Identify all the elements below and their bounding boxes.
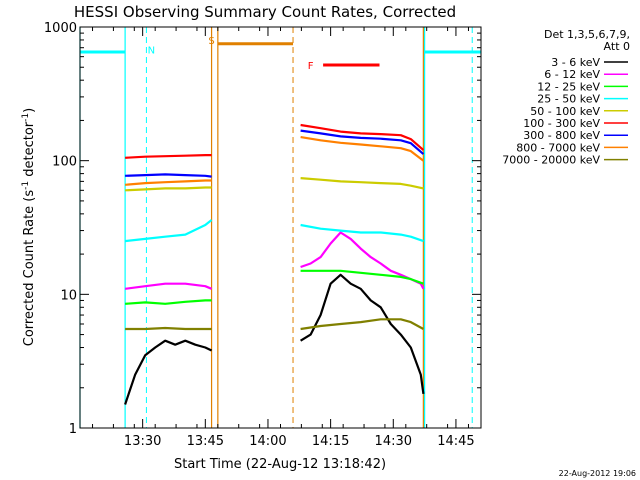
y-axis-label-end: ) <box>22 108 37 113</box>
plot-area: N S F <box>79 27 481 428</box>
y-tick-label: 100 <box>52 155 77 170</box>
y-tick-label: 1000 <box>44 21 77 36</box>
series-line-0-segment-0 <box>124 339 213 405</box>
series-line-0-segment-1 <box>300 273 425 395</box>
series-line-3-segment-1 <box>300 223 424 243</box>
series-line-5-segment-1 <box>300 123 425 151</box>
flag-label-f: F <box>308 61 314 72</box>
y-axis-label-main: Corrected Count Rate (s <box>22 190 37 347</box>
x-axis-label: Start Time (22-Aug-12 13:18:42) <box>174 457 386 472</box>
y-axis: 1 10 100 1000 <box>44 21 481 437</box>
series-line-2-segment-0 <box>125 299 212 305</box>
chart-title: HESSI Observing Summary Count Rates, Cor… <box>74 3 456 21</box>
series-line-6-segment-0 <box>125 173 212 178</box>
x-axis: 13:30 13:45 14:00 14:15 14:30 14:45 <box>92 27 475 449</box>
x-tick-label: 14:45 <box>437 434 474 449</box>
x-tick-label: 13:30 <box>124 434 161 449</box>
x-tick-label: 13:45 <box>187 434 224 449</box>
legend-label: 25 - 50 keV <box>537 93 600 106</box>
flag-label-s: S <box>208 36 214 47</box>
series-line-8-segment-1 <box>300 318 424 331</box>
x-tick-label: 14:00 <box>249 434 286 449</box>
legend-label: 300 - 800 keV <box>523 129 600 142</box>
legend-label: 3 - 6 keV <box>551 56 600 69</box>
series-line-3-segment-0 <box>124 219 213 243</box>
flag-label-n: N <box>148 45 155 56</box>
legend-label: 100 - 300 keV <box>523 117 600 130</box>
series-line-1-segment-0 <box>124 282 213 290</box>
series-line-2-segment-1 <box>300 269 424 285</box>
legend-label: 7000 - 20000 keV <box>502 154 600 167</box>
timestamp: 22-Aug-2012 19:06 <box>559 469 636 478</box>
series-line-1-segment-1 <box>300 231 425 290</box>
legend-label: 800 - 7000 keV <box>516 141 600 154</box>
y-axis-label-sup2: -1 <box>21 113 31 122</box>
series-line-5-segment-0 <box>125 154 212 159</box>
y-axis-label-mid: detector <box>22 121 37 181</box>
series-line-4-segment-1 <box>300 177 424 190</box>
legend-header-line: Det 1,3,5,6,7,9, <box>544 28 630 41</box>
legend-label: 12 - 25 keV <box>537 80 600 93</box>
series-line-6-segment-1 <box>300 129 425 155</box>
plot-frame <box>79 26 482 429</box>
series-line-7-segment-1 <box>300 136 425 162</box>
legend-label: 6 - 12 keV <box>544 68 600 81</box>
y-axis-label: Corrected Count Rate (s-1 detector-1) <box>21 108 37 346</box>
series-line-8-segment-0 <box>125 326 212 331</box>
series-line-7-segment-0 <box>125 179 212 186</box>
legend-label: 50 - 100 keV <box>530 105 600 118</box>
x-tick-label: 14:15 <box>312 434 349 449</box>
y-tick-label: 10 <box>60 288 77 303</box>
y-tick-label: 1 <box>69 422 77 437</box>
y-axis-label-sup1: -1 <box>21 181 31 190</box>
series-line-4-segment-0 <box>125 186 212 192</box>
legend-header-line: Att 0 <box>604 40 630 53</box>
x-tick-label: 14:30 <box>375 434 412 449</box>
